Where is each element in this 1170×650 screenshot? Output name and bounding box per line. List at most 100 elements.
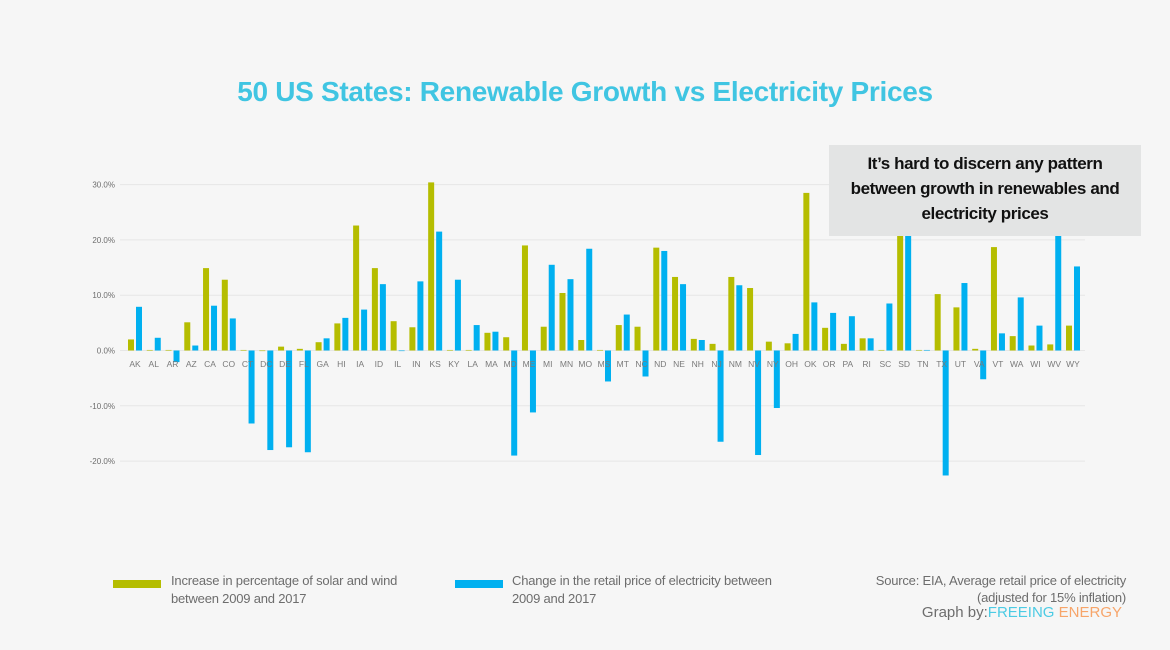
x-tick-label: WV	[1047, 359, 1061, 369]
bar-price-ri	[867, 338, 874, 351]
bar-price-wa	[1017, 297, 1024, 351]
brand-credit: Graph by:FREEING ENERGY	[922, 604, 1122, 621]
bar-price-ia	[361, 309, 368, 351]
y-tick-label: -20.0%	[90, 457, 115, 466]
bar-price-fl	[304, 350, 311, 453]
bar-price-hi	[342, 317, 349, 351]
bar-price-ne	[680, 284, 687, 351]
x-tick-label: CA	[204, 359, 216, 369]
bar-renewables-ms	[597, 349, 603, 351]
bar-price-dc	[267, 350, 274, 451]
bar-price-ky	[454, 279, 461, 351]
bar-price-ca	[211, 305, 218, 351]
bar-price-sc	[886, 303, 893, 351]
bar-renewables-wv	[1047, 344, 1054, 351]
bar-renewables-mo	[578, 339, 585, 351]
brand-logo-word-2: ENERGY	[1058, 604, 1122, 621]
x-tick-label: MI	[543, 359, 552, 369]
bar-price-nj	[717, 350, 724, 442]
bar-price-ks	[436, 231, 443, 351]
bar-price-vt	[998, 333, 1005, 351]
bar-price-nh	[698, 339, 705, 351]
bar-price-id	[379, 284, 386, 351]
x-tick-label: DE	[279, 359, 291, 369]
bar-price-ma	[492, 331, 499, 351]
x-tick-label: NV	[748, 359, 760, 369]
callout-text: It’s hard to discern any pattern between…	[850, 154, 1120, 223]
x-tick-label: VA	[974, 359, 985, 369]
bar-price-il	[398, 350, 405, 352]
bar-price-nd	[661, 250, 668, 351]
bar-price-la	[473, 325, 480, 351]
bar-renewables-mt	[615, 325, 622, 351]
bar-price-tx	[942, 350, 949, 476]
bar-price-md	[511, 350, 518, 456]
bar-price-mi	[548, 264, 555, 351]
x-tick-label: MN	[560, 359, 573, 369]
bar-renewables-ak	[128, 339, 134, 351]
bar-renewables-ny	[765, 341, 772, 351]
y-axis-ticks: -20.0% -10.0% 0.0% 10.0% 20.0% 30.0%	[90, 181, 115, 467]
bar-renewables-nj	[709, 343, 716, 351]
y-tick-label: 10.0%	[92, 291, 115, 300]
bar-renewables-nv	[747, 288, 754, 351]
bar-renewables-ga	[315, 342, 322, 351]
y-tick-label: -10.0%	[90, 402, 115, 411]
x-tick-label: HI	[337, 359, 346, 369]
x-tick-label: TX	[936, 359, 947, 369]
legend-label-renewables: Increase in percentage of solar and wind…	[171, 573, 398, 606]
bar-renewables-tx	[934, 294, 941, 351]
x-tick-label: ME	[523, 359, 536, 369]
bar-renewables-ct	[240, 349, 247, 351]
y-tick-label: 20.0%	[92, 236, 115, 245]
x-tick-label: NC	[635, 359, 647, 369]
bar-renewables-il	[390, 321, 397, 351]
bar-renewables-sc	[878, 349, 885, 351]
x-tick-label: AZ	[186, 359, 197, 369]
x-tick-label: NM	[729, 359, 742, 369]
x-tick-label: WA	[1010, 359, 1024, 369]
x-tick-label: NE	[673, 359, 685, 369]
bar-renewables-nh	[690, 338, 697, 351]
x-tick-label: AK	[129, 359, 141, 369]
bar-renewables-pa	[840, 343, 847, 351]
x-tick-label: NH	[692, 359, 704, 369]
bar-price-de	[286, 350, 293, 448]
x-tick-label: KY	[448, 359, 460, 369]
legend-swatch-price	[455, 580, 503, 588]
bar-renewables-md	[503, 337, 510, 351]
bar-price-mt	[623, 314, 630, 351]
bar-price-ar	[173, 350, 180, 363]
x-tick-label: MT	[617, 359, 629, 369]
legend-label-price: Change in the retail price of electricit…	[512, 573, 772, 606]
bar-price-mo	[586, 248, 593, 351]
y-tick-label: 30.0%	[92, 181, 115, 190]
bar-price-ut	[961, 283, 968, 351]
bar-renewables-dc	[259, 350, 266, 352]
x-tick-label: FL	[299, 359, 309, 369]
bar-price-me	[529, 350, 536, 413]
source-note: Source: EIA, Average retail price of ele…	[796, 572, 1126, 606]
bar-renewables-wy	[1066, 325, 1072, 351]
x-tick-label: IL	[394, 359, 401, 369]
bar-renewables-or	[822, 327, 829, 351]
x-tick-label: MA	[485, 359, 498, 369]
x-tick-label: IA	[356, 359, 364, 369]
bar-renewables-sd	[897, 234, 904, 351]
x-tick-label: MO	[578, 359, 592, 369]
bar-renewables-vt	[990, 247, 997, 351]
bar-price-sd	[905, 234, 912, 351]
bar-renewables-ok	[803, 192, 810, 351]
bar-price-nm	[736, 285, 743, 351]
bar-price-nc	[642, 350, 649, 377]
x-tick-label: TN	[917, 359, 928, 369]
bar-renewables-wa	[1009, 336, 1016, 351]
bar-renewables-hi	[334, 323, 341, 351]
bar-renewables-ca	[203, 268, 210, 351]
bar-renewables-mn	[559, 292, 566, 351]
x-tick-label: RI	[862, 359, 871, 369]
x-tick-label: SD	[898, 359, 910, 369]
bar-price-wy	[1074, 266, 1080, 351]
x-tick-label: MD	[504, 359, 517, 369]
